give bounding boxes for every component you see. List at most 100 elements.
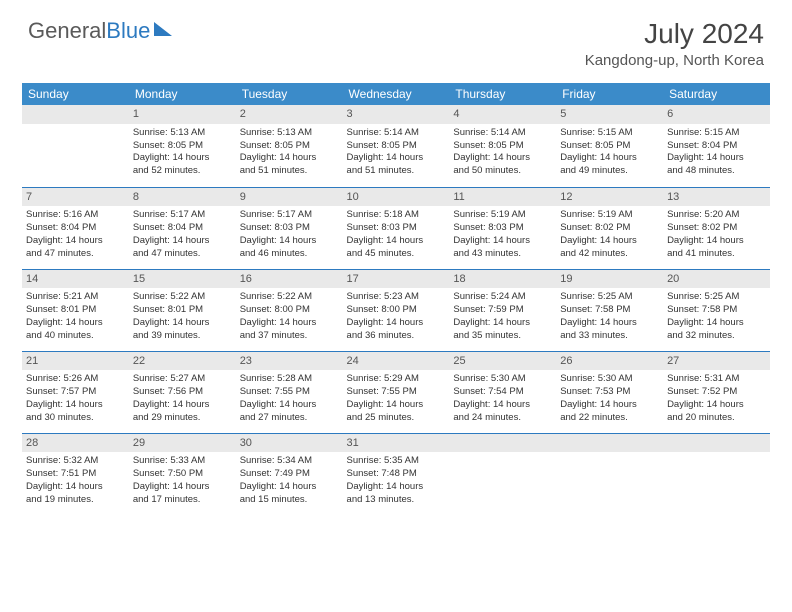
- cell-line: Daylight: 14 hours: [240, 481, 339, 494]
- cell-line: and 30 minutes.: [26, 412, 125, 425]
- weekday-header: Sunday: [22, 83, 129, 105]
- cell-line: and 37 minutes.: [240, 330, 339, 343]
- logo-text: GeneralBlue: [28, 18, 150, 44]
- day-number: 17: [343, 270, 450, 289]
- calendar-cell: 15Sunrise: 5:22 AMSunset: 8:01 PMDayligh…: [129, 269, 236, 351]
- cell-line: and 48 minutes.: [667, 165, 766, 178]
- calendar-cell: 6Sunrise: 5:15 AMSunset: 8:04 PMDaylight…: [663, 105, 770, 187]
- cell-line: Sunset: 8:00 PM: [347, 304, 446, 317]
- cell-line: Sunset: 7:52 PM: [667, 386, 766, 399]
- cell-line: Sunrise: 5:17 AM: [240, 209, 339, 222]
- cell-line: and 49 minutes.: [560, 165, 659, 178]
- cell-line: Sunrise: 5:18 AM: [347, 209, 446, 222]
- day-number: 28: [22, 434, 129, 453]
- cell-line: and 51 minutes.: [240, 165, 339, 178]
- cell-line: Sunset: 8:05 PM: [347, 140, 446, 153]
- day-number: 3: [343, 105, 450, 124]
- calendar-cell: [449, 433, 556, 515]
- cell-line: and 50 minutes.: [453, 165, 552, 178]
- cell-line: Sunrise: 5:24 AM: [453, 291, 552, 304]
- cell-line: Sunrise: 5:19 AM: [560, 209, 659, 222]
- day-number: 24: [343, 352, 450, 371]
- cell-line: Daylight: 14 hours: [560, 399, 659, 412]
- cell-line: Daylight: 14 hours: [453, 152, 552, 165]
- cell-line: and 42 minutes.: [560, 248, 659, 261]
- cell-line: Daylight: 14 hours: [453, 399, 552, 412]
- calendar-cell: 19Sunrise: 5:25 AMSunset: 7:58 PMDayligh…: [556, 269, 663, 351]
- day-number: 31: [343, 434, 450, 453]
- cell-line: Daylight: 14 hours: [133, 399, 232, 412]
- cell-line: and 52 minutes.: [133, 165, 232, 178]
- day-number: 13: [663, 188, 770, 207]
- weekday-header: Saturday: [663, 83, 770, 105]
- calendar-cell: 11Sunrise: 5:19 AMSunset: 8:03 PMDayligh…: [449, 187, 556, 269]
- cell-line: Daylight: 14 hours: [133, 235, 232, 248]
- cell-line: and 39 minutes.: [133, 330, 232, 343]
- cell-line: Sunset: 7:55 PM: [240, 386, 339, 399]
- calendar-cell: 5Sunrise: 5:15 AMSunset: 8:05 PMDaylight…: [556, 105, 663, 187]
- cell-line: Daylight: 14 hours: [240, 152, 339, 165]
- day-number: 5: [556, 105, 663, 124]
- cell-line: Sunset: 7:58 PM: [560, 304, 659, 317]
- calendar-row: 7Sunrise: 5:16 AMSunset: 8:04 PMDaylight…: [22, 187, 770, 269]
- cell-line: Sunrise: 5:22 AM: [240, 291, 339, 304]
- day-number: [556, 434, 663, 453]
- cell-line: Sunrise: 5:34 AM: [240, 455, 339, 468]
- cell-line: and 27 minutes.: [240, 412, 339, 425]
- cell-line: Sunset: 7:54 PM: [453, 386, 552, 399]
- cell-line: Sunrise: 5:22 AM: [133, 291, 232, 304]
- cell-line: Sunrise: 5:13 AM: [240, 127, 339, 140]
- cell-line: Daylight: 14 hours: [26, 235, 125, 248]
- cell-line: Daylight: 14 hours: [347, 399, 446, 412]
- calendar-cell: 24Sunrise: 5:29 AMSunset: 7:55 PMDayligh…: [343, 351, 450, 433]
- cell-line: Daylight: 14 hours: [453, 235, 552, 248]
- cell-line: Sunrise: 5:30 AM: [560, 373, 659, 386]
- cell-line: Daylight: 14 hours: [26, 481, 125, 494]
- cell-line: Daylight: 14 hours: [560, 317, 659, 330]
- day-number: 26: [556, 352, 663, 371]
- cell-line: and 45 minutes.: [347, 248, 446, 261]
- calendar-cell: 18Sunrise: 5:24 AMSunset: 7:59 PMDayligh…: [449, 269, 556, 351]
- cell-line: Sunset: 8:05 PM: [560, 140, 659, 153]
- header: GeneralBlue July 2024 Kangdong-up, North…: [0, 0, 792, 77]
- cell-line: Sunset: 8:01 PM: [133, 304, 232, 317]
- cell-line: Sunrise: 5:23 AM: [347, 291, 446, 304]
- cell-line: Sunset: 7:53 PM: [560, 386, 659, 399]
- calendar-cell: 4Sunrise: 5:14 AMSunset: 8:05 PMDaylight…: [449, 105, 556, 187]
- cell-line: Sunset: 7:49 PM: [240, 468, 339, 481]
- weekday-header: Friday: [556, 83, 663, 105]
- weekday-header-row: Sunday Monday Tuesday Wednesday Thursday…: [22, 83, 770, 105]
- cell-line: Daylight: 14 hours: [560, 152, 659, 165]
- cell-line: and 22 minutes.: [560, 412, 659, 425]
- cell-line: Daylight: 14 hours: [347, 152, 446, 165]
- weekday-header: Wednesday: [343, 83, 450, 105]
- day-number: 4: [449, 105, 556, 124]
- calendar-cell: 8Sunrise: 5:17 AMSunset: 8:04 PMDaylight…: [129, 187, 236, 269]
- day-number: 21: [22, 352, 129, 371]
- calendar-cell: 14Sunrise: 5:21 AMSunset: 8:01 PMDayligh…: [22, 269, 129, 351]
- day-number: 12: [556, 188, 663, 207]
- day-number: 30: [236, 434, 343, 453]
- cell-line: Daylight: 14 hours: [26, 399, 125, 412]
- calendar-cell: 31Sunrise: 5:35 AMSunset: 7:48 PMDayligh…: [343, 433, 450, 515]
- cell-line: Sunset: 8:03 PM: [240, 222, 339, 235]
- location-label: Kangdong-up, North Korea: [585, 52, 764, 69]
- day-number: 6: [663, 105, 770, 124]
- calendar-cell: 7Sunrise: 5:16 AMSunset: 8:04 PMDaylight…: [22, 187, 129, 269]
- day-number: 7: [22, 188, 129, 207]
- cell-line: Sunrise: 5:21 AM: [26, 291, 125, 304]
- day-number: [449, 434, 556, 453]
- cell-line: Sunrise: 5:26 AM: [26, 373, 125, 386]
- cell-line: and 29 minutes.: [133, 412, 232, 425]
- cell-line: and 33 minutes.: [560, 330, 659, 343]
- day-number: 18: [449, 270, 556, 289]
- calendar-cell: 2Sunrise: 5:13 AMSunset: 8:05 PMDaylight…: [236, 105, 343, 187]
- cell-line: Sunrise: 5:20 AM: [667, 209, 766, 222]
- cell-line: Sunrise: 5:28 AM: [240, 373, 339, 386]
- calendar-cell: 17Sunrise: 5:23 AMSunset: 8:00 PMDayligh…: [343, 269, 450, 351]
- calendar-cell: 9Sunrise: 5:17 AMSunset: 8:03 PMDaylight…: [236, 187, 343, 269]
- cell-line: and 41 minutes.: [667, 248, 766, 261]
- cell-line: Sunrise: 5:32 AM: [26, 455, 125, 468]
- calendar-cell: 23Sunrise: 5:28 AMSunset: 7:55 PMDayligh…: [236, 351, 343, 433]
- cell-line: Sunrise: 5:35 AM: [347, 455, 446, 468]
